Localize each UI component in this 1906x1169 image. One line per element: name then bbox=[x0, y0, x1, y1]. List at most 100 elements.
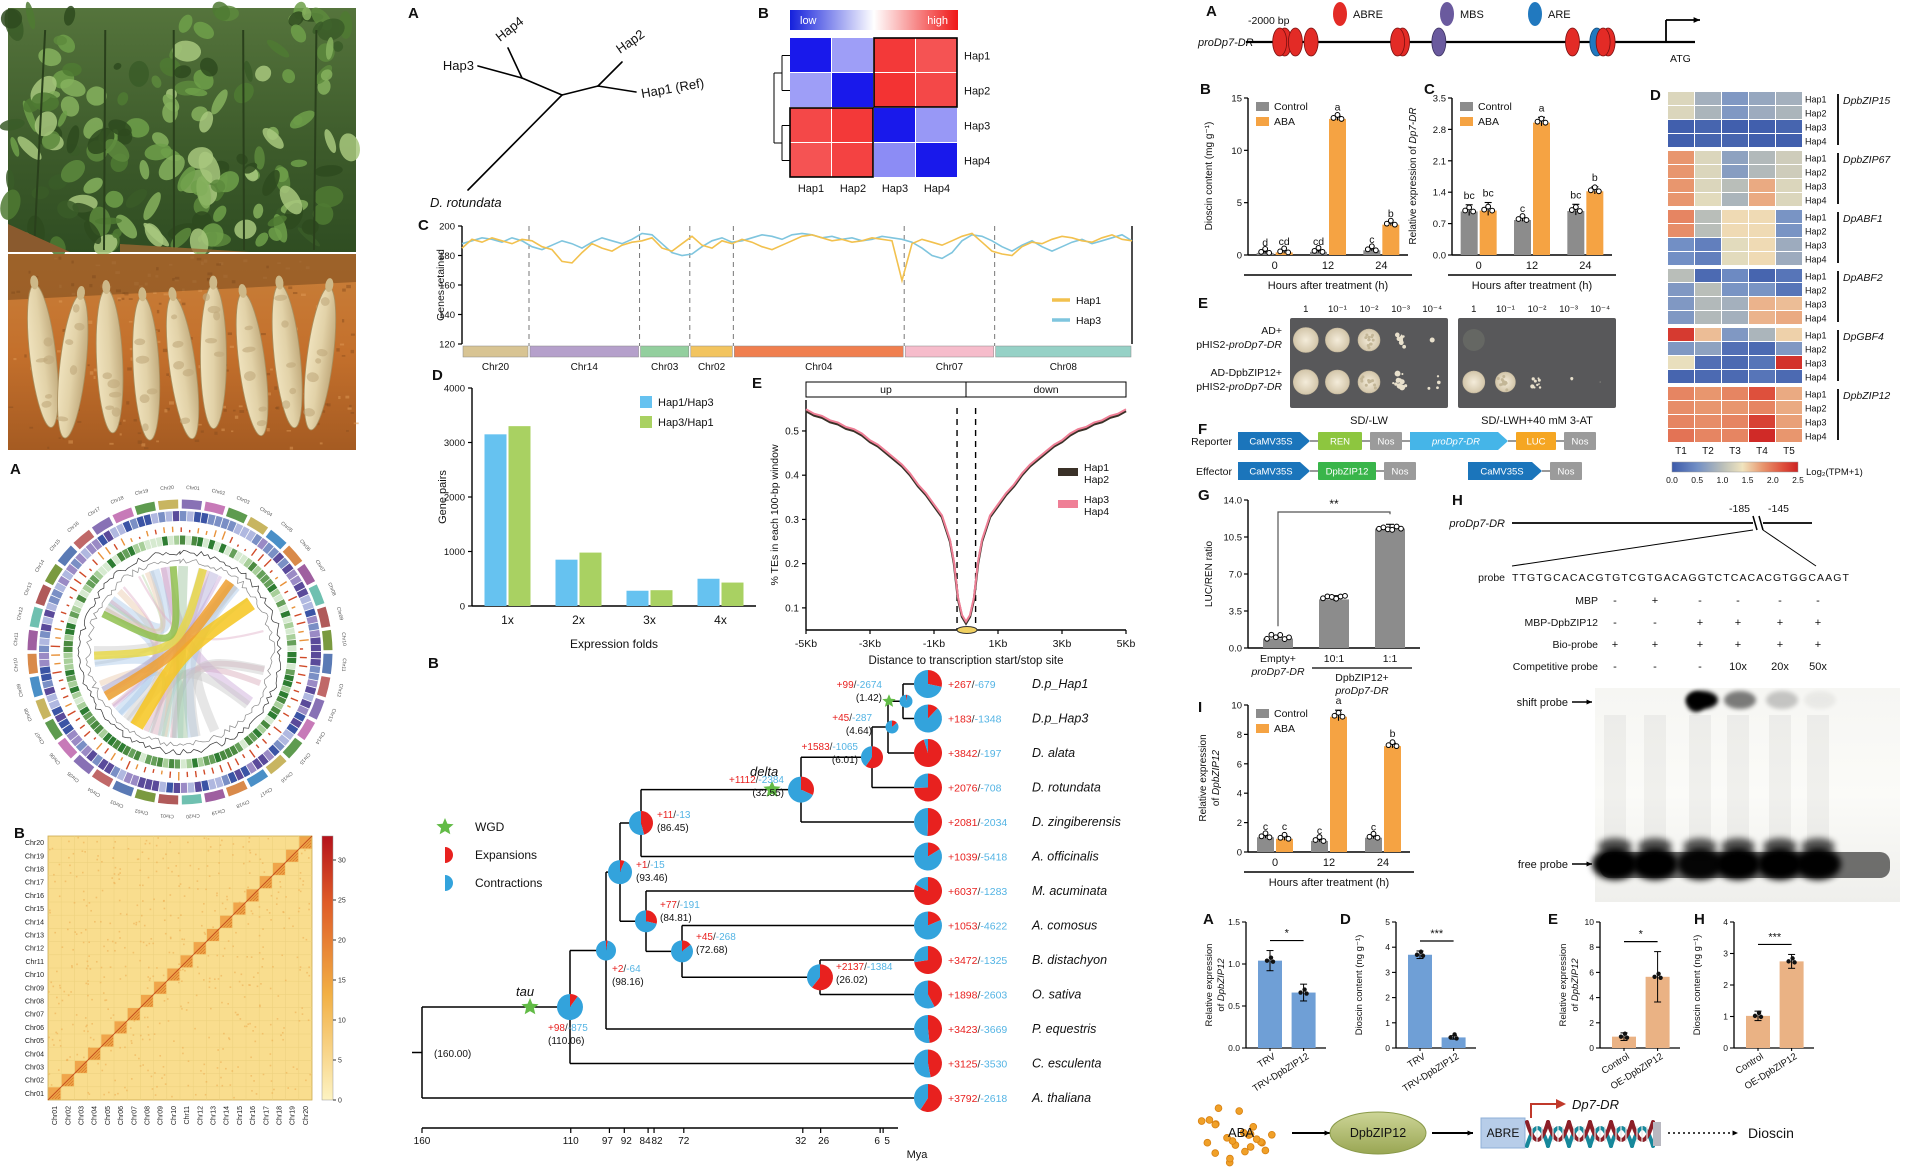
circle-shape bbox=[1658, 975, 1663, 981]
path-shape bbox=[70, 558, 83, 570]
rect-shape bbox=[1695, 106, 1721, 119]
dotplot-row-label: Chr07 bbox=[25, 1012, 44, 1019]
rect-shape bbox=[1749, 387, 1775, 400]
rect-shape bbox=[147, 857, 150, 860]
path-shape bbox=[151, 780, 160, 792]
rect-shape bbox=[285, 896, 287, 898]
rect-shape bbox=[109, 922, 112, 925]
line-shape bbox=[249, 892, 259, 902]
rect-shape bbox=[50, 981, 53, 984]
ytick: 10.5 bbox=[1224, 533, 1243, 544]
path-shape bbox=[445, 875, 453, 891]
circle-shape bbox=[1436, 375, 1440, 378]
path-shape bbox=[65, 563, 78, 576]
ellipse-shape bbox=[253, 203, 264, 219]
cond-val: + bbox=[1815, 617, 1821, 629]
circle-shape bbox=[1272, 634, 1279, 641]
ellipse-shape bbox=[182, 368, 195, 377]
path-shape bbox=[521, 998, 539, 1015]
rect-shape bbox=[235, 931, 237, 934]
ellipse-shape bbox=[1687, 692, 1705, 712]
construct-part: Nos bbox=[1392, 467, 1409, 478]
path-shape bbox=[106, 558, 117, 569]
rect-shape bbox=[874, 143, 915, 177]
dotplot-col-label: Chr09 bbox=[158, 1106, 165, 1125]
rect-shape bbox=[1722, 311, 1748, 324]
path-shape bbox=[1530, 1103, 1556, 1118]
rect-shape bbox=[242, 862, 245, 865]
rect-shape bbox=[179, 969, 182, 972]
path-shape bbox=[251, 533, 263, 546]
rect-shape bbox=[529, 345, 639, 358]
line-shape bbox=[60, 687, 66, 691]
path-shape bbox=[157, 511, 166, 523]
rect-shape bbox=[250, 910, 253, 912]
rect-shape bbox=[97, 1062, 99, 1065]
tuber bbox=[95, 280, 124, 434]
rect-shape bbox=[1668, 356, 1694, 369]
line-shape bbox=[78, 1064, 87, 1073]
path-shape bbox=[137, 776, 147, 789]
rect-shape bbox=[169, 401, 174, 405]
path-shape bbox=[275, 599, 287, 608]
rect-shape bbox=[246, 955, 249, 958]
dotplot-col-label: Chr05 bbox=[105, 1106, 112, 1125]
path-shape bbox=[123, 772, 134, 784]
rect-shape bbox=[61, 999, 64, 1002]
rect-shape bbox=[72, 948, 74, 951]
rect-shape bbox=[117, 873, 120, 876]
line-shape bbox=[257, 553, 265, 562]
sig-letter: c bbox=[1282, 821, 1287, 833]
rect-shape bbox=[195, 994, 198, 997]
line-shape bbox=[284, 590, 289, 594]
path-shape bbox=[302, 601, 314, 611]
node-age: (1.42) bbox=[856, 693, 882, 704]
rect-shape bbox=[87, 1030, 89, 1033]
rect-shape bbox=[29, 426, 34, 429]
dotplot-cb-tick: 10 bbox=[338, 1018, 346, 1025]
legend-Control: Control bbox=[1274, 101, 1308, 113]
ellipse-shape bbox=[144, 143, 172, 161]
path-shape bbox=[280, 610, 291, 619]
line-shape bbox=[229, 536, 234, 544]
rect-shape bbox=[66, 1058, 69, 1061]
path-shape bbox=[913, 946, 928, 963]
ytick: 0.1 bbox=[785, 603, 799, 614]
path-shape bbox=[27, 653, 39, 675]
path-shape bbox=[149, 538, 158, 549]
rect-shape bbox=[229, 1084, 232, 1086]
path-shape bbox=[191, 536, 198, 546]
path-shape bbox=[928, 704, 938, 719]
rect-shape bbox=[169, 936, 172, 939]
circle-shape bbox=[1399, 341, 1402, 344]
rect-shape bbox=[1668, 387, 1694, 400]
xtick: 12 bbox=[1526, 260, 1538, 272]
rect-shape bbox=[1722, 342, 1748, 355]
rect-shape bbox=[1256, 709, 1269, 718]
ellipse-shape bbox=[128, 60, 149, 87]
rect-shape bbox=[1695, 92, 1721, 105]
ellipse-shape bbox=[211, 89, 228, 115]
rect-shape bbox=[1653, 1122, 1661, 1146]
rect-shape bbox=[281, 1031, 284, 1034]
ytick: 0.3 bbox=[785, 515, 799, 526]
ylabel: Relative expression bbox=[1204, 944, 1215, 1027]
path-shape bbox=[108, 568, 171, 634]
rect-shape bbox=[81, 850, 84, 852]
path-shape bbox=[110, 765, 121, 778]
rect-shape bbox=[1749, 328, 1775, 341]
rect-shape bbox=[285, 1071, 288, 1074]
path-shape bbox=[308, 672, 320, 681]
ellipse-shape bbox=[1288, 27, 1303, 57]
ellipse-shape bbox=[17, 136, 42, 161]
circle-shape bbox=[1211, 1120, 1220, 1129]
rect-shape bbox=[119, 978, 122, 980]
line-shape bbox=[123, 1030, 127, 1034]
rect-shape bbox=[1749, 92, 1775, 105]
rect-shape bbox=[95, 896, 98, 899]
path-shape bbox=[671, 940, 694, 963]
path-shape bbox=[79, 589, 90, 599]
rect-shape bbox=[58, 863, 61, 866]
path-shape bbox=[239, 738, 249, 750]
